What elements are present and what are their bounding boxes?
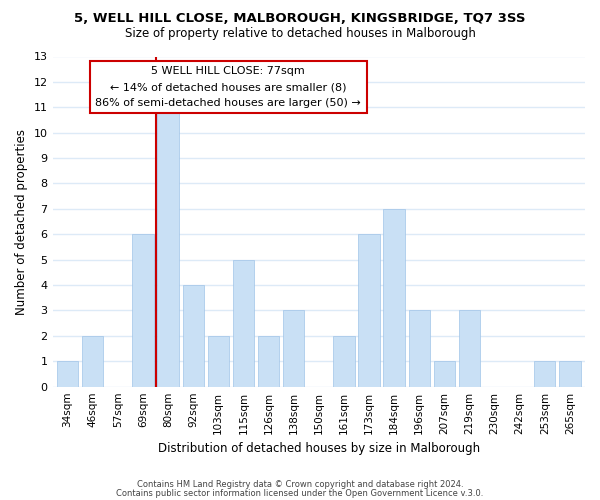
Text: Size of property relative to detached houses in Malborough: Size of property relative to detached ho… [125, 28, 475, 40]
Text: Contains public sector information licensed under the Open Government Licence v.: Contains public sector information licen… [116, 488, 484, 498]
Text: 5 WELL HILL CLOSE: 77sqm
← 14% of detached houses are smaller (8)
86% of semi-de: 5 WELL HILL CLOSE: 77sqm ← 14% of detach… [95, 66, 361, 108]
Bar [409, 310, 430, 386]
Bar [434, 362, 455, 386]
Text: 5, WELL HILL CLOSE, MALBOROUGH, KINGSBRIDGE, TQ7 3SS: 5, WELL HILL CLOSE, MALBOROUGH, KINGSBRI… [74, 12, 526, 26]
Bar [283, 310, 304, 386]
Bar [383, 209, 405, 386]
Bar [182, 285, 204, 386]
X-axis label: Distribution of detached houses by size in Malborough: Distribution of detached houses by size … [158, 442, 480, 455]
Bar [82, 336, 103, 386]
Bar [132, 234, 154, 386]
Bar [233, 260, 254, 386]
Bar [208, 336, 229, 386]
Y-axis label: Number of detached properties: Number of detached properties [15, 128, 28, 314]
Text: Contains HM Land Registry data © Crown copyright and database right 2024.: Contains HM Land Registry data © Crown c… [137, 480, 463, 489]
Bar [333, 336, 355, 386]
Bar [559, 362, 581, 386]
Bar [358, 234, 380, 386]
Bar [258, 336, 279, 386]
Bar [534, 362, 556, 386]
Bar [459, 310, 480, 386]
Bar [157, 108, 179, 386]
Bar [57, 362, 78, 386]
